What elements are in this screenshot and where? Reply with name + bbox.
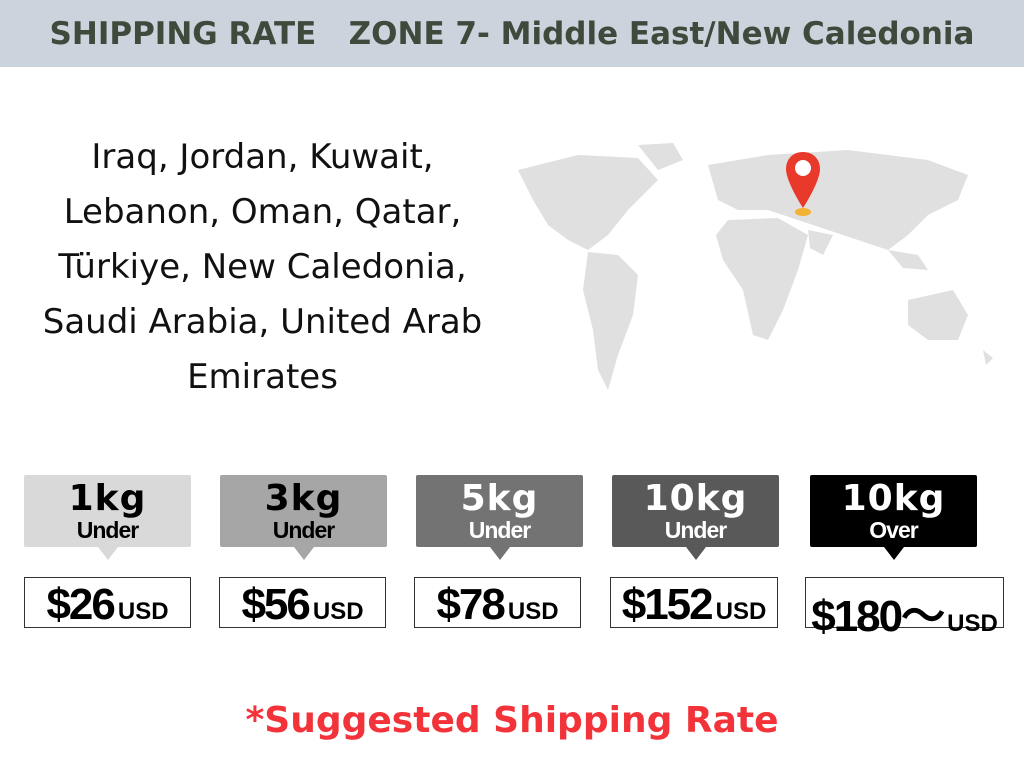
country-list: Iraq, Jordan, Kuwait, Lebanon, Oman, Qat…: [42, 137, 483, 397]
page-title: SHIPPING RATE ZONE 7- Middle East/New Ca…: [0, 0, 1024, 67]
price-amount: $152: [621, 580, 714, 629]
weight: 3kg: [264, 478, 343, 519]
price-currency: USD: [507, 598, 559, 625]
price-currency: USD: [117, 598, 169, 625]
weight-tier-label: 1kg Under: [24, 475, 191, 560]
location-pin-icon: [786, 152, 820, 216]
price-currency: USD: [312, 598, 364, 625]
weight-tier-label: 5kg Under: [416, 475, 583, 560]
weight-qualifier: Under: [468, 517, 531, 543]
weight: 1kg: [68, 478, 147, 519]
price-amount: $78: [436, 580, 505, 629]
weight-qualifier: Under: [664, 517, 727, 543]
weight-tier-label: 10kg Under: [612, 475, 779, 560]
weight-qualifier: Over: [869, 517, 918, 543]
price-amount: $26: [46, 580, 115, 629]
price-amount: $56: [241, 580, 310, 629]
price-currency: USD: [947, 610, 998, 637]
world-map-icon: [518, 143, 993, 390]
price-currency: USD: [715, 598, 767, 625]
price-box: $26 USD: [24, 577, 191, 629]
price-box: $56 USD: [219, 577, 386, 629]
price-box: $152 USD: [610, 577, 778, 629]
weight-qualifier: Under: [272, 517, 335, 543]
weight: 5kg: [460, 478, 539, 519]
weight: 10kg: [841, 478, 946, 519]
weight-qualifier: Under: [76, 517, 139, 543]
price-box: $180〜 USD: [805, 577, 1004, 641]
price-amount: $180〜: [811, 592, 945, 641]
weight: 10kg: [643, 478, 748, 519]
suggested-rate-note: *Suggested Shipping Rate: [245, 700, 779, 741]
price-box: $78 USD: [414, 577, 581, 629]
weight-tier-label: 3kg Under: [220, 475, 387, 560]
weight-tier-label: 10kg Over: [810, 475, 977, 560]
